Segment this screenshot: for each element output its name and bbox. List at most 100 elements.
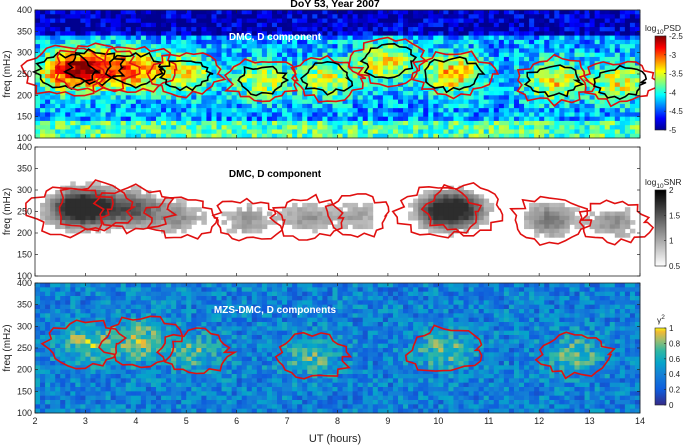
heatmap-cell <box>398 133 404 139</box>
heatmap-cell <box>549 18 555 24</box>
heatmap-cell <box>332 112 338 118</box>
heatmap-cell <box>90 108 96 113</box>
heatmap-cell <box>508 287 515 293</box>
heatmap-cell <box>70 61 76 66</box>
heatmap-cell <box>594 65 601 71</box>
heatmap-cell <box>246 31 253 36</box>
heatmap-cell <box>282 86 288 92</box>
heatmap-cell <box>236 103 243 109</box>
heatmap-cell <box>564 207 570 212</box>
heatmap-cell <box>408 215 414 221</box>
heatmap-cell <box>629 22 636 28</box>
heatmap-cell <box>529 120 535 126</box>
heatmap-cell <box>110 91 117 96</box>
heatmap-cell <box>337 133 343 139</box>
heatmap-cell <box>513 116 520 122</box>
heatmap-cell <box>619 74 626 79</box>
heatmap-cell <box>413 207 419 212</box>
heatmap-cell <box>100 198 106 204</box>
heatmap-cell <box>529 224 535 230</box>
heatmap-cell <box>60 283 66 288</box>
heatmap-cell <box>317 44 323 49</box>
heatmap-cell <box>599 22 606 28</box>
heatmap-cell <box>362 207 369 212</box>
heatmap-cell <box>559 296 565 301</box>
heatmap-cell <box>161 48 167 54</box>
heatmap-cell <box>292 99 298 105</box>
heatmap-cell <box>317 116 323 122</box>
heatmap-cell <box>176 202 182 208</box>
heatmap-cell <box>403 69 409 75</box>
heatmap-cell <box>524 283 530 288</box>
heatmap-cell <box>554 129 560 135</box>
heatmap-cell <box>140 120 147 126</box>
heatmap-cell <box>135 69 142 75</box>
heatmap-cell <box>488 27 495 32</box>
heatmap-cell <box>398 61 404 66</box>
heatmap-cell <box>458 35 464 41</box>
heatmap-cell <box>100 74 106 79</box>
heatmap-cell <box>181 125 187 130</box>
heatmap-cell <box>201 99 207 105</box>
heatmap-cell <box>619 220 626 225</box>
heatmap-cell <box>40 14 46 19</box>
heatmap-cell <box>458 133 464 139</box>
colorbar-label: log10SNR <box>645 177 682 190</box>
heatmap-cell <box>453 10 459 15</box>
heatmap-cell <box>312 283 318 288</box>
heatmap-cell <box>488 99 495 105</box>
heatmap-cell <box>211 39 217 45</box>
heatmap-cell <box>181 133 187 139</box>
heatmap-cell <box>271 291 278 297</box>
heatmap-cell <box>297 31 303 36</box>
heatmap-cell <box>196 74 202 79</box>
heatmap-cell <box>110 99 117 105</box>
heatmap-cell <box>40 207 46 212</box>
heatmap-cell <box>524 35 530 41</box>
heatmap-cell <box>574 86 580 92</box>
heatmap-cell <box>473 95 480 100</box>
heatmap-cell <box>367 35 374 41</box>
heatmap-cell <box>216 35 222 41</box>
heatmap-cell <box>271 78 278 83</box>
heatmap-cell <box>367 129 374 135</box>
heatmap-cell <box>352 91 359 96</box>
heatmap-cell <box>398 116 404 122</box>
heatmap-cell <box>135 129 142 135</box>
contour-red <box>146 52 227 99</box>
heatmap-cell <box>45 31 51 36</box>
heatmap-cell <box>65 18 71 24</box>
heatmap-cell <box>584 116 590 122</box>
heatmap-cell <box>297 211 303 217</box>
heatmap-cell <box>488 296 495 301</box>
heatmap-cell <box>428 112 434 118</box>
heatmap-cell <box>145 35 152 41</box>
heatmap-cell <box>256 133 263 139</box>
heatmap-cell <box>549 74 555 79</box>
heatmap-cell <box>277 44 283 49</box>
heatmap-cell <box>362 74 369 79</box>
heatmap-cell <box>130 14 137 19</box>
heatmap-cell <box>216 61 222 66</box>
heatmap-cell <box>564 61 570 66</box>
heatmap-cell <box>382 22 389 28</box>
heatmap-cell <box>100 27 106 32</box>
heatmap-cell <box>140 202 147 208</box>
heatmap-cell <box>221 99 227 105</box>
heatmap-cell <box>529 215 535 221</box>
heatmap-cell <box>458 129 464 135</box>
heatmap-cell <box>483 18 490 24</box>
heatmap-cell <box>85 129 91 135</box>
heatmap-cell <box>433 18 439 24</box>
heatmap-cell <box>302 14 308 19</box>
heatmap-cell <box>236 35 243 41</box>
heatmap-cell <box>55 291 61 297</box>
heatmap-cell <box>45 44 51 49</box>
heatmap-cell <box>423 211 429 217</box>
heatmap-cell <box>337 27 343 32</box>
heatmap-cell <box>413 202 419 208</box>
heatmap-cell <box>70 220 76 225</box>
heatmap-cell <box>140 95 147 100</box>
heatmap-cell <box>35 31 41 36</box>
heatmap-cell <box>266 95 273 100</box>
